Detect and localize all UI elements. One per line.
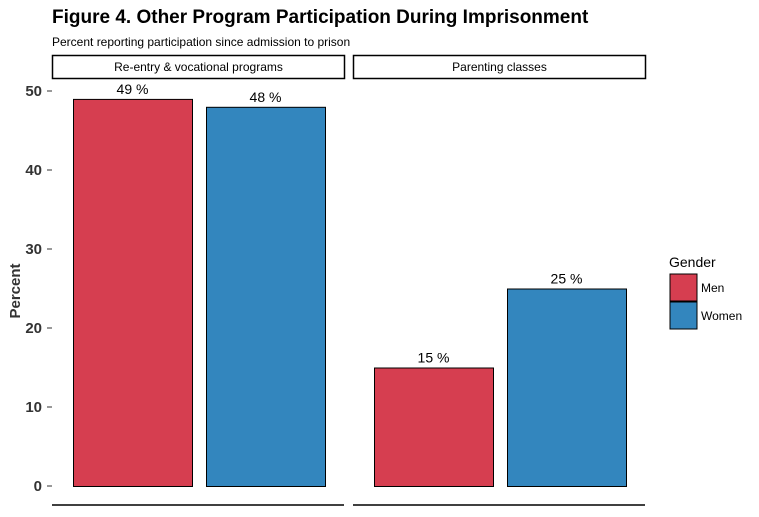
bar-value-label: 25 % xyxy=(551,271,583,287)
facet-strip xyxy=(352,54,647,80)
bar-value-label: 49 % xyxy=(117,81,149,97)
bar-men xyxy=(73,98,193,488)
chart-title: Figure 4. Other Program Participation Du… xyxy=(52,7,589,28)
facet-panels: Re-entry & vocational programs 49 % 48 % Pa… xyxy=(51,54,647,506)
legend-swatch-women xyxy=(669,301,698,330)
chart-subtitle: Percent reporting participation since ad… xyxy=(52,35,350,49)
facet-strip xyxy=(51,54,346,80)
y-tick-label: 50 xyxy=(25,83,42,100)
legend-title: Gender xyxy=(669,254,716,270)
y-tick-label: 20 xyxy=(25,320,42,337)
legend-label-women: Women xyxy=(701,309,742,323)
facet-strip-label: Re-entry & vocational programs xyxy=(114,60,283,74)
y-axis-title: Percent xyxy=(7,263,24,318)
facet-panel: Re-entry & vocational programs 49 % 48 % xyxy=(51,54,346,506)
legend: Gender Men Women xyxy=(669,254,742,330)
facet-panel: Parenting classes 15 % 25 % xyxy=(352,54,647,506)
y-axis: 0 10 20 30 40 50 xyxy=(25,83,52,495)
bar-value-label: 15 % xyxy=(418,350,450,366)
facet-strip-label: Parenting classes xyxy=(452,60,547,74)
bar-women xyxy=(507,288,627,487)
bar-men xyxy=(374,367,494,487)
y-tick-label: 10 xyxy=(25,399,42,416)
legend-label-men: Men xyxy=(701,281,724,295)
y-tick-label: 0 xyxy=(34,478,42,495)
legend-swatch-men xyxy=(669,273,698,302)
bar-women xyxy=(206,106,326,488)
bar-value-label: 48 % xyxy=(250,89,282,105)
y-tick-label: 40 xyxy=(25,162,42,179)
y-tick-label: 30 xyxy=(25,241,42,258)
